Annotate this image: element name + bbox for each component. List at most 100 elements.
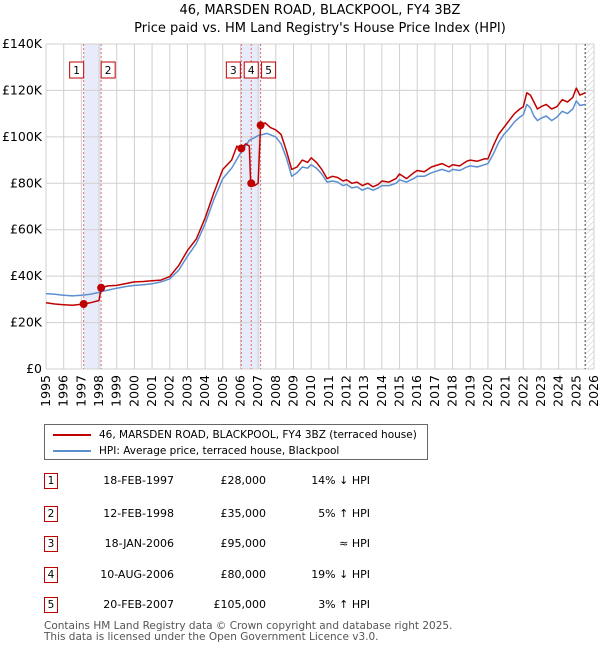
x-tick-label: 2014 bbox=[374, 375, 389, 407]
x-tick-label: 2022 bbox=[515, 375, 530, 407]
table-row: 4 10-AUG-2006 £80,000 19% ↓ HPI bbox=[44, 567, 384, 583]
y-tick-label: £20K bbox=[10, 315, 43, 330]
table-row: 1 18-FEB-1997 £28,000 14% ↓ HPI bbox=[44, 473, 384, 489]
sale-badge-box bbox=[69, 61, 85, 79]
series-lines bbox=[45, 87, 586, 306]
transaction-date: 12-FEB-1998 bbox=[103, 507, 174, 520]
sale-period-shading bbox=[46, 44, 594, 369]
x-tick-label: 2000 bbox=[126, 375, 141, 407]
sale-badge: 4 bbox=[243, 61, 259, 79]
x-tick-label: 1995 bbox=[38, 375, 53, 407]
hpi-series-line bbox=[45, 100, 586, 297]
footer: Contains HM Land Registry data © Crown c… bbox=[44, 621, 452, 643]
transaction-price: £80,000 bbox=[220, 568, 267, 581]
x-axis: 1995 1996 1997 1998 1999 2000 2001 2002 2003 2004… bbox=[38, 375, 600, 407]
x-tick-label: 2021 bbox=[498, 375, 513, 407]
x-tick-label: 2019 bbox=[462, 375, 477, 407]
x-tick-label: 1996 bbox=[56, 375, 71, 407]
x-tick-label: 2003 bbox=[179, 375, 194, 407]
x-tick-label: 1998 bbox=[91, 375, 106, 407]
sale-point bbox=[237, 144, 246, 153]
table-row: 5 20-FEB-2007 £105,000 3% ↑ HPI bbox=[44, 597, 384, 613]
x-tick-label: 2011 bbox=[321, 375, 336, 407]
x-tick-label: 2002 bbox=[162, 375, 177, 407]
x-tick-label: 2006 bbox=[232, 375, 247, 407]
shaded-span bbox=[241, 44, 261, 369]
plot-background bbox=[46, 44, 594, 369]
legend-swatch-hpi bbox=[53, 450, 91, 452]
y-tick-label: £140K bbox=[2, 36, 43, 51]
transaction-hpi-compare: 3% ↑ HPI bbox=[318, 598, 370, 611]
x-tick-label: 2013 bbox=[356, 375, 371, 407]
chart-title: 46, MARSDEN ROAD, BLACKPOOL, FY4 3BZ bbox=[180, 3, 461, 18]
y-tick-label: £120K bbox=[2, 82, 43, 97]
legend-item-hpi: HPI: Average price, terraced house, Blac… bbox=[53, 444, 339, 458]
sale-points bbox=[79, 121, 265, 308]
x-tick-label: 2001 bbox=[144, 375, 159, 407]
footer-copyright: Contains HM Land Registry data © Crown c… bbox=[44, 620, 453, 632]
x-tick-label: 2026 bbox=[586, 375, 600, 407]
x-tick-label: 1997 bbox=[73, 375, 88, 407]
sale-badge: 1 bbox=[69, 61, 85, 79]
y-axis: £0 £20K £40K £60K £80K £100K £120K £140K bbox=[2, 36, 43, 376]
sale-badge: 2 bbox=[100, 61, 116, 79]
x-tick-label: 1999 bbox=[109, 375, 124, 407]
chart-subtitle: Price paid vs. HM Land Registry's House … bbox=[134, 21, 506, 36]
transaction-number: 1 bbox=[44, 473, 58, 489]
x-tick-label: 2012 bbox=[339, 375, 354, 407]
sale-badge: 5 bbox=[261, 61, 277, 79]
x-tick-label: 2020 bbox=[480, 375, 495, 407]
forecast-region bbox=[585, 44, 594, 369]
sale-badge-label: 5 bbox=[265, 65, 272, 77]
x-tick-label: 2018 bbox=[445, 375, 460, 407]
transaction-date: 18-FEB-1997 bbox=[103, 474, 174, 487]
legend-swatch-property bbox=[53, 434, 91, 436]
shaded-span bbox=[83, 44, 102, 369]
sale-badge-label: 1 bbox=[73, 65, 80, 77]
legend: 46, MARSDEN ROAD, BLACKPOOL, FY4 3BZ (te… bbox=[44, 424, 428, 460]
transaction-date: 10-AUG-2006 bbox=[100, 568, 174, 581]
transaction-price: £35,000 bbox=[220, 507, 267, 520]
sale-point bbox=[79, 300, 88, 308]
sale-badge-box bbox=[243, 61, 259, 79]
sale-point bbox=[97, 283, 106, 292]
transaction-price: £95,000 bbox=[220, 537, 267, 550]
x-tick-label: 2025 bbox=[568, 375, 583, 407]
property-series-line bbox=[45, 87, 586, 306]
y-tick-label: £60K bbox=[10, 222, 43, 237]
x-tick-label: 2016 bbox=[409, 375, 424, 407]
sale-badge-label: 2 bbox=[105, 65, 112, 77]
price-chart: 46, MARSDEN ROAD, BLACKPOOL, FY4 3BZ Pri… bbox=[2, 3, 600, 407]
transaction-price: £28,000 bbox=[220, 474, 267, 487]
transaction-date: 18-JAN-2006 bbox=[104, 537, 174, 550]
legend-item-property: 46, MARSDEN ROAD, BLACKPOOL, FY4 3BZ (te… bbox=[53, 428, 417, 442]
transaction-hpi-compare: ≈ HPI bbox=[339, 537, 370, 550]
x-tick-label: 2009 bbox=[285, 375, 300, 407]
sale-point bbox=[256, 121, 265, 130]
grid bbox=[45, 43, 595, 370]
sale-badge-box bbox=[100, 61, 116, 79]
table-row: 3 18-JAN-2006 £95,000 ≈ HPI bbox=[44, 536, 384, 552]
footer-licence: This data is licensed under the Open Gov… bbox=[44, 631, 379, 643]
x-tick-label: 2007 bbox=[250, 375, 265, 407]
legend-label-hpi: HPI: Average price, terraced house, Blac… bbox=[99, 445, 340, 457]
transaction-number: 4 bbox=[44, 567, 58, 583]
transaction-hpi-compare: 19% ↓ HPI bbox=[311, 568, 370, 581]
transaction-hpi-compare: 5% ↑ HPI bbox=[318, 507, 370, 520]
x-tick-label: 2010 bbox=[303, 375, 318, 407]
x-tick-label: 2015 bbox=[392, 375, 407, 407]
x-tick-label: 2024 bbox=[551, 375, 566, 407]
y-tick-label: £80K bbox=[10, 175, 43, 190]
table-row: 2 12-FEB-1998 £35,000 5% ↑ HPI bbox=[44, 506, 384, 522]
transaction-number: 2 bbox=[44, 506, 58, 522]
transaction-number: 5 bbox=[44, 597, 58, 613]
sale-badge-box bbox=[225, 61, 241, 79]
transaction-date: 20-FEB-2007 bbox=[103, 598, 174, 611]
legend-label-property: 46, MARSDEN ROAD, BLACKPOOL, FY4 3BZ (te… bbox=[99, 429, 417, 441]
sale-badge-label: 3 bbox=[230, 65, 237, 77]
sale-badge: 3 bbox=[225, 61, 241, 79]
sale-point bbox=[247, 179, 256, 188]
x-tick-label: 2005 bbox=[215, 375, 230, 407]
x-tick-label: 2008 bbox=[268, 375, 283, 407]
